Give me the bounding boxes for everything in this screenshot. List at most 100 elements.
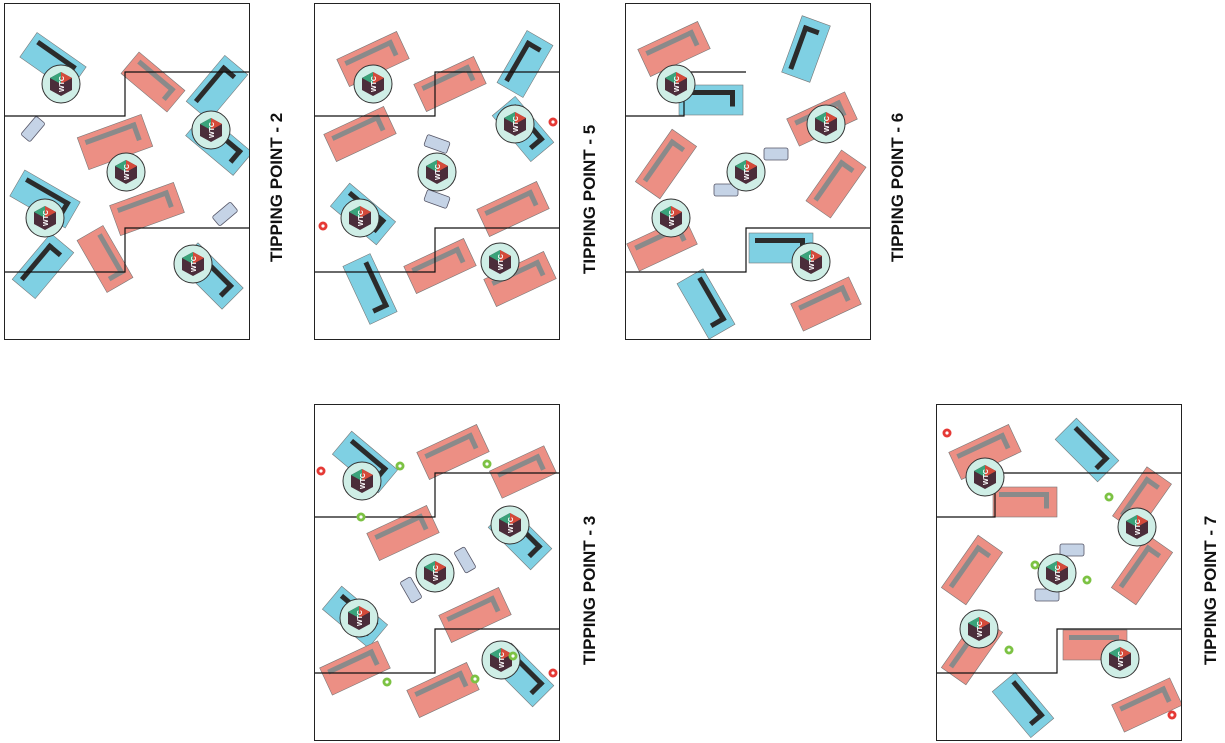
wtc-logo: WTC — [1100, 639, 1140, 679]
zone-red — [109, 181, 185, 237]
wtc-logo-label: WTC — [1118, 651, 1125, 667]
desk-bar — [488, 595, 501, 613]
panel-title-tp3: TIPPING POINT - 3 — [580, 515, 599, 665]
zone-red — [790, 276, 862, 332]
chair — [423, 134, 451, 154]
zone-blue — [676, 268, 736, 339]
desk-bar — [709, 315, 727, 329]
desk-bar — [834, 99, 847, 117]
wtc-logo: WTC — [415, 553, 455, 593]
wtc-logo-label: WTC — [360, 473, 367, 489]
wtc-logo: WTC — [173, 244, 213, 284]
desk-bar — [1143, 476, 1160, 490]
desk-bar — [974, 544, 992, 559]
zone-red — [948, 424, 1022, 480]
wtc-logo-label: WTC — [358, 210, 365, 226]
zone-red — [416, 424, 490, 480]
desk-bar — [161, 86, 176, 102]
desk-bar — [446, 595, 496, 622]
desk-bar — [327, 648, 375, 675]
desk-bar — [453, 246, 466, 264]
desk-bar — [948, 544, 982, 589]
wtc-logo: WTC — [417, 152, 457, 192]
desk-bar — [529, 679, 545, 696]
floorplan-tp5: WTC WTC WTC WTC WTC — [315, 30, 559, 325]
wtc-logo-label: WTC — [43, 210, 50, 226]
zone-blue — [342, 253, 398, 325]
zone-blue — [781, 15, 831, 83]
desk-bar — [97, 233, 125, 276]
desk-bar — [1069, 635, 1119, 640]
marker-red-icon — [548, 668, 558, 678]
layout-panel-tp6: WTC WTC WTC WTC WTC — [625, 3, 871, 340]
marker-green-icon — [470, 674, 480, 684]
wtc-logo: WTC — [651, 198, 691, 238]
desk-bar — [668, 138, 686, 153]
wtc-logo-label: WTC — [1055, 565, 1062, 581]
zone-red — [1110, 534, 1174, 606]
chair — [713, 183, 739, 197]
desk-bar — [484, 189, 534, 216]
wall-line — [5, 71, 249, 273]
desk-bar — [1028, 711, 1045, 727]
wtc-logo: WTC — [480, 242, 520, 282]
desk-bar — [463, 64, 476, 82]
panel-title-tp7: TIPPING POINT - 7 — [1201, 515, 1220, 665]
panel-title-tp2: TIPPING POINT - 2 — [267, 112, 286, 262]
wtc-logo-label: WTC — [191, 256, 198, 272]
wtc-logo: WTC — [726, 152, 766, 192]
wtc-logo: WTC — [490, 505, 530, 545]
marker-red-icon — [316, 466, 326, 476]
wtc-logo-label: WTC — [371, 76, 378, 92]
zone-red — [992, 486, 1058, 518]
wtc-logo: WTC — [340, 198, 380, 238]
zone-red — [476, 181, 550, 237]
marker-green-icon — [395, 461, 405, 471]
desk-bar — [162, 189, 174, 209]
desk-bar — [533, 259, 546, 277]
desk-bar — [998, 432, 1011, 450]
zone-red — [634, 128, 698, 200]
desk-bar — [497, 453, 541, 478]
desk-bar — [999, 492, 1049, 497]
floorplan-tp2: WTC WTC WTC WTC WTC — [5, 32, 249, 310]
desk-bar — [344, 39, 394, 66]
wtc-logo-label: WTC — [674, 76, 681, 92]
chair — [763, 147, 789, 161]
desk-bar — [218, 282, 235, 298]
wtc-logo: WTC — [41, 64, 81, 104]
desk-bar — [374, 513, 424, 540]
wtc-logo: WTC — [106, 152, 146, 192]
layout-panel-tp7: WTC WTC WTC WTC WTC — [936, 404, 1182, 741]
desk-bar — [730, 90, 735, 107]
wtc-logo-label: WTC — [209, 122, 216, 138]
wtc-logo-label: WTC — [124, 164, 131, 180]
desk-bar — [84, 121, 138, 145]
wtc-logo-label: WTC — [977, 621, 984, 637]
marker-red-icon — [1167, 710, 1177, 720]
zone-red — [805, 149, 867, 219]
chair — [454, 546, 476, 574]
wtc-logo-label: WTC — [508, 517, 515, 533]
marker-green-icon — [1104, 492, 1114, 502]
wtc-logo: WTC — [1117, 507, 1157, 547]
wall-line — [937, 472, 1181, 674]
desk-bar — [1119, 685, 1167, 712]
desk-bar — [687, 29, 700, 47]
wtc-logo-label: WTC — [983, 469, 990, 485]
desk-bar — [527, 542, 543, 559]
desk-bar — [372, 301, 390, 314]
wtc-logo-label: WTC — [498, 254, 505, 270]
desk-bar — [36, 40, 77, 71]
desk-bar — [1159, 685, 1172, 703]
zone-red — [366, 505, 440, 561]
desk-bar — [1144, 544, 1162, 559]
marker-green-icon — [1082, 575, 1092, 585]
layout-panel-tp2: WTC WTC WTC WTC WTC — [4, 3, 250, 340]
wtc-logo: WTC — [806, 104, 846, 144]
zone-red — [637, 21, 711, 77]
desk-bar — [386, 39, 399, 57]
wtc-logo: WTC — [25, 198, 65, 238]
desk-bar — [116, 189, 170, 213]
desk-bar — [813, 159, 846, 202]
